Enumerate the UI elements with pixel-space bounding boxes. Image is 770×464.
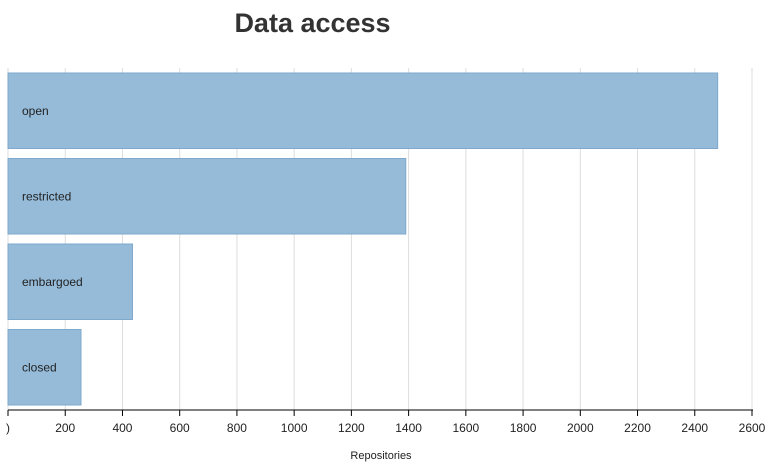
x-tick-label: 2000 (567, 421, 594, 435)
bar (7, 158, 407, 235)
x-axis-label: Repositories (350, 450, 412, 462)
x-tick-label: 1200 (338, 421, 365, 435)
bars: open restricted embargoed closed (7, 72, 719, 406)
x-tick-label: 600 (170, 421, 190, 435)
bar-category-label: restricted (22, 189, 71, 203)
x-tick-label: 200 (55, 421, 75, 435)
x-tick-label: 2600 (739, 421, 766, 435)
x-tick-label: ) (6, 421, 10, 435)
bar (7, 243, 133, 320)
bar-category-label: open (22, 104, 49, 118)
bar-category-label: closed (22, 360, 57, 374)
x-tick-label: 2400 (681, 421, 708, 435)
chart-title: Data access (234, 8, 391, 38)
x-axis: ) 200 400 600 800 1000 1200 1400 1600 1800 2000 220… (6, 409, 766, 435)
bar (7, 329, 82, 406)
x-tick-label: 1400 (395, 421, 422, 435)
bar (7, 72, 719, 149)
x-tick-label: 1600 (452, 421, 479, 435)
x-tick-label: 800 (227, 421, 247, 435)
x-tick-label: 1000 (281, 421, 308, 435)
x-tick-label: 400 (112, 421, 132, 435)
x-tick-label: 2200 (624, 421, 651, 435)
x-tick-label: 1800 (510, 421, 537, 435)
bar-category-label: embargoed (22, 275, 83, 289)
